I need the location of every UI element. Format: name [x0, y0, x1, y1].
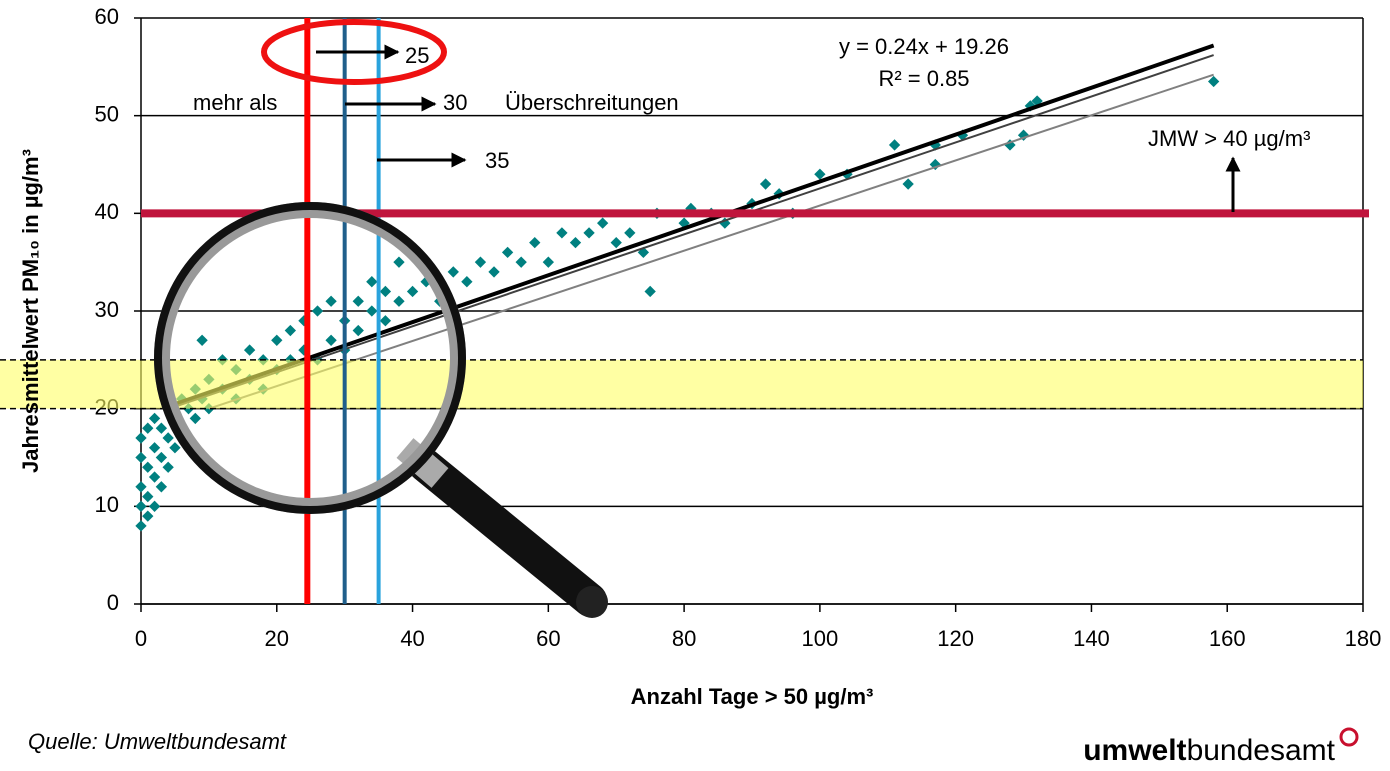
point: [583, 227, 595, 239]
point: [888, 139, 901, 151]
point: [271, 334, 283, 346]
point: [148, 412, 161, 425]
logo-bold: umwelt: [1083, 734, 1186, 767]
point: [393, 295, 405, 307]
fit-line: [174, 54, 1214, 408]
point: [610, 236, 622, 249]
point: [352, 295, 364, 307]
point: [155, 422, 168, 434]
y-tick-label: 60: [95, 4, 119, 29]
point: [461, 276, 473, 288]
point: [284, 324, 297, 337]
x-tick-label: 160: [1209, 626, 1246, 651]
point: [379, 315, 392, 327]
point: [162, 461, 174, 473]
x-tick-label: 60: [536, 626, 560, 651]
point: [148, 500, 161, 512]
x-axis-label: Anzahl Tage > 50 µg/m³: [631, 684, 874, 709]
point: [142, 461, 154, 473]
point: [542, 256, 554, 268]
point: [142, 422, 154, 434]
x-tick-label: 20: [265, 626, 289, 651]
point: [135, 451, 147, 464]
band: [0, 359, 1363, 409]
point: [406, 285, 419, 298]
x-tick-label: 140: [1073, 626, 1110, 651]
x-tick-label: 180: [1345, 626, 1382, 651]
y-axis-label: Jahresmittelwert PM₁₀ in µg/m³: [18, 149, 43, 473]
logo-rest: bundesamt: [1187, 734, 1336, 767]
point: [501, 246, 514, 259]
point: [529, 236, 541, 249]
point: [135, 432, 147, 444]
point: [148, 471, 161, 483]
equation: y = 0.24x + 19.26: [839, 34, 1009, 59]
point: [162, 432, 174, 444]
y-tick-label: 50: [95, 101, 119, 126]
annotation: JMW > 40 µg/m³: [1148, 126, 1310, 151]
annotation: Überschreitungen: [505, 90, 679, 115]
point: [135, 500, 147, 512]
point: [243, 344, 256, 356]
point: [366, 276, 378, 288]
point: [142, 510, 154, 522]
y-tick-label: 40: [95, 199, 119, 224]
point: [1207, 75, 1220, 88]
r-squared: R² = 0.85: [878, 66, 969, 91]
source: Quelle: Umweltbundesamt: [28, 729, 287, 754]
point: [814, 168, 826, 180]
point: [196, 334, 208, 346]
point: [515, 256, 527, 268]
point: [325, 295, 337, 307]
x-tick-label: 80: [672, 626, 696, 651]
point: [596, 217, 609, 229]
point: [447, 266, 459, 278]
point: [624, 227, 636, 239]
point: [155, 451, 168, 464]
annotation: 35: [485, 148, 509, 173]
point: [311, 305, 324, 317]
point: [169, 442, 181, 454]
point: [759, 178, 772, 190]
y-tick-label: 30: [95, 297, 119, 322]
y-tick-label: 10: [95, 492, 119, 517]
point: [569, 236, 582, 249]
point: [352, 324, 364, 337]
point: [325, 334, 337, 346]
x-tick-label: 120: [937, 626, 974, 651]
magnifier: [154, 202, 608, 618]
point: [155, 481, 168, 493]
point: [135, 481, 147, 493]
highlight-ellipse: [261, 19, 447, 85]
annotation: 30: [443, 90, 467, 115]
point: [135, 520, 147, 532]
point: [142, 490, 154, 503]
logo-mark: [1339, 727, 1359, 747]
annotation: 25: [405, 43, 429, 68]
point: [189, 412, 201, 425]
x-tick-label: 100: [802, 626, 839, 651]
point: [148, 442, 161, 454]
point: [366, 305, 378, 317]
x-tick-label: 0: [135, 626, 147, 651]
point: [474, 256, 487, 268]
point: [902, 178, 914, 190]
y-tick-label: 0: [107, 590, 119, 615]
point: [644, 285, 656, 298]
point: [393, 256, 405, 268]
point: [556, 227, 568, 239]
point: [379, 285, 392, 298]
annotation: mehr als: [193, 90, 277, 115]
fit-line: [208, 73, 1214, 410]
fit-line: [174, 43, 1215, 407]
point: [488, 266, 500, 278]
logo: umweltbundesamt: [1083, 734, 1335, 767]
x-tick-label: 40: [400, 626, 424, 651]
